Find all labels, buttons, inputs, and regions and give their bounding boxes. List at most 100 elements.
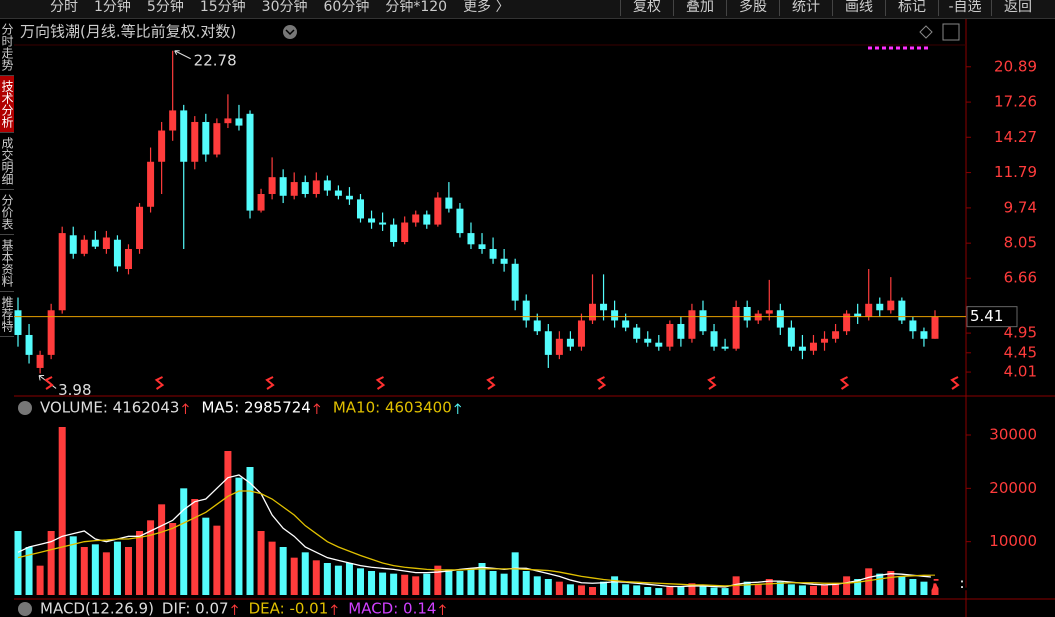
volume-bar: [36, 565, 44, 595]
side-tab[interactable]: 推荐特: [0, 292, 14, 337]
volume-bar: [401, 574, 409, 595]
ma-line: [17, 490, 935, 587]
tool-tab[interactable]: -自选: [938, 0, 991, 16]
y-tick-label: 6.66: [1004, 269, 1037, 287]
tool-tab[interactable]: 标记: [885, 0, 938, 16]
volume-bar: [478, 563, 486, 595]
candle-body: [58, 233, 66, 311]
period-tab[interactable]: 分时: [50, 0, 78, 15]
candle-body: [931, 316, 939, 339]
candle-body: [113, 239, 121, 267]
volume-bar: [920, 581, 928, 595]
tool-tab[interactable]: 返回: [991, 0, 1044, 16]
candle-body: [655, 342, 663, 347]
legend-entry: DEA: -0.01: [249, 600, 329, 617]
volume-bar: [25, 547, 33, 595]
side-tab[interactable]: 成交明细: [0, 133, 14, 190]
period-tab[interactable]: 30分钟: [261, 0, 308, 15]
volume-bar: [246, 467, 254, 595]
volume-bar: [202, 517, 210, 595]
period-tab[interactable]: 60分钟: [323, 0, 370, 15]
candle-body: [732, 307, 740, 349]
volume-bar: [931, 579, 939, 595]
candle-body: [169, 110, 177, 131]
volume-bar: [500, 573, 508, 595]
volume-bar: [445, 569, 453, 595]
candle-body: [356, 199, 364, 219]
macd-title: MACD(12.26.9): [40, 600, 154, 617]
period-tab[interactable]: 15分钟: [199, 0, 246, 15]
candle-body: [876, 303, 884, 311]
volume-bar: [456, 571, 464, 595]
volume-bar: [113, 541, 121, 595]
candle-body: [821, 338, 829, 343]
candle-body: [622, 320, 630, 328]
candle-body: [268, 177, 276, 195]
volume-bar: [798, 585, 806, 595]
volume-bar: [832, 583, 840, 595]
volume-bar: [843, 576, 851, 595]
candle-body: [677, 323, 685, 339]
candle-body: [180, 110, 188, 162]
volume-bar: [589, 587, 597, 595]
side-tab[interactable]: 技术分析: [0, 76, 14, 133]
period-tab[interactable]: 5分钟: [146, 0, 184, 15]
candle-body: [379, 222, 387, 225]
legend-arrow: [313, 403, 321, 414]
candle-body: [566, 338, 574, 347]
side-tab[interactable]: 分时走势: [0, 19, 14, 76]
volume-bar: [699, 585, 707, 595]
candle-body: [544, 331, 552, 355]
candle-body: [743, 307, 751, 321]
period-tab[interactable]: 更多 〉: [463, 0, 510, 15]
candle-body: [25, 334, 33, 355]
volume-bar: [356, 568, 364, 595]
candle-body: [832, 331, 840, 339]
volume-bar: [555, 581, 563, 595]
tool-tabs: 复权 叠加 多股 统计 画线 标记 -自选 返回: [620, 0, 1044, 16]
side-tab[interactable]: 基本资料: [0, 235, 14, 292]
candle-body: [202, 121, 210, 155]
candle-body: [412, 214, 420, 223]
candle-body: [898, 300, 906, 321]
period-tab[interactable]: 1分钟: [94, 0, 131, 15]
candle-body: [434, 197, 442, 225]
candle-body: [467, 233, 475, 245]
legend-entry: VOLUME: 4162043: [40, 399, 179, 417]
candle-body: [776, 310, 784, 328]
candle-body: [511, 263, 519, 301]
signal-icon: [375, 376, 386, 390]
volume-bar: [577, 585, 585, 595]
signal-icon: [44, 376, 54, 390]
title-menu-icon: [283, 25, 297, 39]
candle-body: [787, 327, 795, 347]
tool-tab[interactable]: 叠加: [673, 0, 726, 16]
side-tab[interactable]: 分价表: [0, 190, 14, 235]
tool-tab[interactable]: 多股: [726, 0, 779, 16]
y-tick-label: 20000: [989, 479, 1037, 497]
period-tab[interactable]: 分钟*120: [385, 0, 448, 15]
tool-tab[interactable]: 复权: [620, 0, 673, 16]
y-tick-label: 9.74: [1004, 198, 1037, 216]
candle-body: [345, 195, 353, 200]
candle-body: [213, 123, 221, 155]
candle-body: [666, 323, 674, 347]
y-tick-label: 20.89: [994, 57, 1037, 75]
low-label: 3.98: [58, 381, 91, 399]
candle-body: [555, 338, 563, 355]
tool-tab[interactable]: 统计: [779, 0, 832, 16]
diamond-icon: [919, 25, 933, 39]
candle-body: [920, 331, 928, 339]
signal-icon: [950, 376, 960, 390]
y-tick-label: 17.26: [994, 93, 1037, 111]
candle-body: [14, 310, 22, 335]
volume-bar: [511, 552, 519, 595]
volume-bar: [379, 572, 387, 595]
panel-title: 万向钱潮(月线.等比前复权.对数): [20, 23, 236, 41]
volume-bar: [622, 584, 630, 595]
tool-tab[interactable]: 画线: [832, 0, 885, 16]
volume-bar: [633, 585, 641, 595]
high-label: 22.78: [194, 51, 237, 69]
candle-body: [887, 300, 895, 311]
volume-bar: [743, 581, 751, 595]
